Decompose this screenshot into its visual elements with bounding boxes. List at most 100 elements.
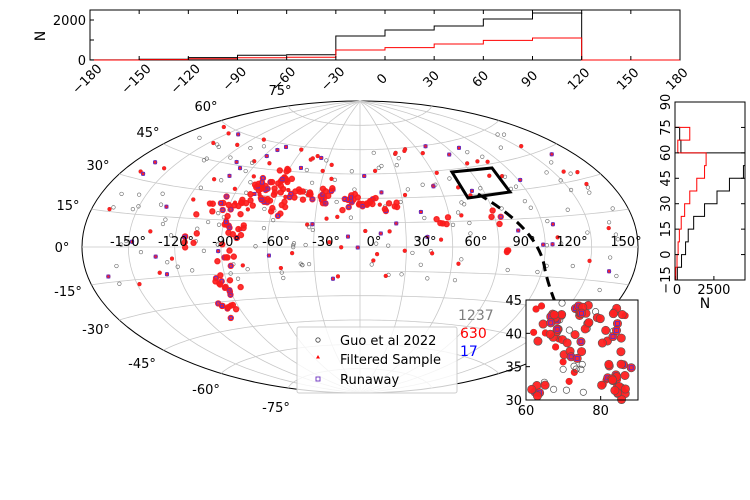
inset-point-runaway bbox=[610, 334, 616, 339]
point-filtered bbox=[322, 200, 329, 207]
inset-point-filtered bbox=[597, 380, 607, 390]
point-guo bbox=[374, 241, 379, 246]
point-guo bbox=[310, 227, 315, 233]
inset-point-guo bbox=[550, 385, 558, 393]
point-filtered bbox=[212, 177, 217, 182]
point-guo bbox=[379, 163, 384, 169]
point-filtered bbox=[447, 152, 452, 157]
point-runaway bbox=[418, 210, 423, 214]
point-filtered bbox=[518, 177, 523, 182]
point-guo bbox=[195, 226, 200, 231]
point-guo bbox=[467, 220, 472, 226]
point-guo bbox=[216, 211, 221, 216]
point-filtered bbox=[497, 213, 504, 220]
parallel bbox=[91, 270, 629, 286]
top-xtick-label: −150 bbox=[119, 62, 155, 98]
point-guo bbox=[376, 165, 381, 170]
point-guo bbox=[459, 200, 464, 205]
point-guo bbox=[369, 262, 374, 267]
point-filtered bbox=[251, 174, 256, 179]
point-filtered bbox=[372, 194, 379, 202]
point-runaway bbox=[260, 176, 265, 181]
point-filtered bbox=[393, 150, 398, 155]
point-guo bbox=[253, 244, 258, 249]
sky-map-zoom-region bbox=[449, 166, 513, 200]
inset-point-filtered bbox=[577, 347, 587, 357]
point-filtered bbox=[223, 254, 230, 261]
point-filtered bbox=[130, 239, 135, 244]
point-runaway bbox=[216, 301, 221, 306]
point-filtered bbox=[225, 229, 232, 236]
point-guo bbox=[420, 182, 425, 187]
point-filtered bbox=[430, 251, 435, 256]
point-guo bbox=[405, 187, 410, 192]
point-filtered bbox=[516, 228, 521, 233]
inset-point-filtered bbox=[616, 347, 626, 357]
inset-point-filtered bbox=[607, 375, 617, 385]
point-guo bbox=[414, 236, 419, 241]
point-runaway bbox=[130, 239, 134, 244]
point-runaway bbox=[355, 245, 360, 250]
point-runaway bbox=[550, 242, 555, 247]
point-guo bbox=[137, 192, 142, 197]
point-guo bbox=[262, 206, 267, 212]
point-filtered bbox=[181, 239, 188, 246]
point-guo bbox=[498, 145, 503, 150]
lon-label: -120° bbox=[158, 235, 194, 250]
point-filtered bbox=[402, 248, 407, 253]
point-filtered bbox=[292, 188, 299, 195]
point-filtered bbox=[339, 245, 344, 250]
inset-ticks: 60 80 30 35 40 45 bbox=[505, 294, 608, 419]
top-xtick-label: 60 bbox=[470, 68, 492, 90]
lon-label: 120° bbox=[556, 235, 587, 250]
top-xtick-label: 120 bbox=[565, 65, 593, 93]
point-filtered bbox=[278, 266, 283, 271]
point-filtered bbox=[211, 141, 216, 146]
point-filtered bbox=[224, 212, 231, 220]
lat-label: -45° bbox=[128, 357, 156, 372]
point-guo bbox=[279, 270, 284, 275]
point-runaway bbox=[227, 225, 232, 230]
point-guo bbox=[478, 186, 483, 191]
inset-point-filtered bbox=[601, 325, 611, 335]
inset-point-runaway bbox=[615, 321, 620, 327]
point-guo bbox=[528, 205, 533, 210]
point-guo bbox=[334, 199, 339, 205]
point-filtered bbox=[444, 214, 452, 221]
right-ytick-label: 0 bbox=[659, 250, 674, 258]
point-runaway bbox=[457, 145, 461, 150]
point-runaway bbox=[550, 222, 555, 227]
point-filtered bbox=[278, 201, 285, 209]
point-runaway bbox=[182, 234, 187, 239]
legend-label-runaway: Runaway bbox=[340, 373, 399, 388]
inset-point-filtered bbox=[620, 371, 630, 381]
point-filtered bbox=[488, 213, 495, 221]
inset-point-runaway bbox=[578, 339, 584, 345]
lat-label: 15° bbox=[56, 199, 79, 214]
inset-point-guo bbox=[559, 365, 567, 373]
point-guo bbox=[425, 276, 430, 281]
point-runaway bbox=[607, 269, 612, 274]
point-guo bbox=[243, 168, 248, 174]
point-filtered bbox=[299, 196, 307, 203]
point-guo bbox=[114, 263, 119, 269]
point-filtered bbox=[519, 144, 524, 149]
lat-label: -30° bbox=[82, 323, 110, 338]
point-runaway bbox=[228, 207, 233, 212]
inset-point-runaway bbox=[574, 355, 580, 361]
point-filtered bbox=[226, 131, 231, 136]
inset-point-runaway bbox=[548, 320, 554, 326]
point-filtered bbox=[227, 314, 235, 322]
lat-label: 75° bbox=[268, 84, 291, 99]
point-filtered bbox=[327, 240, 332, 245]
point-guo bbox=[585, 185, 591, 190]
point-runaway bbox=[224, 219, 229, 224]
inset-points bbox=[527, 299, 636, 405]
point-filtered bbox=[394, 221, 399, 226]
inset-point-filtered bbox=[533, 336, 543, 346]
point-filtered bbox=[148, 229, 153, 234]
inset-point-filtered bbox=[595, 314, 605, 324]
point-runaway bbox=[346, 234, 350, 239]
point-filtered bbox=[379, 190, 384, 195]
